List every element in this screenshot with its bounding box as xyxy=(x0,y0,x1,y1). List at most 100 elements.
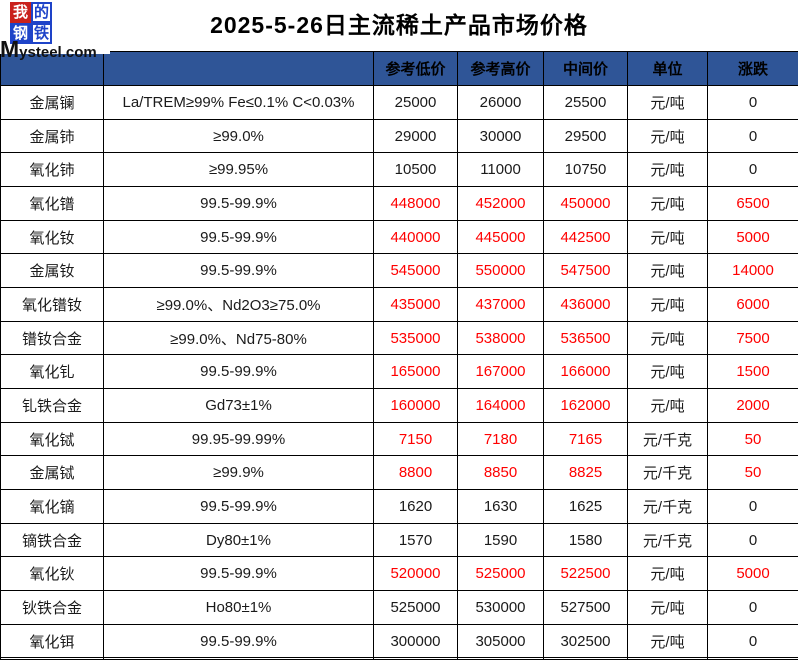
unit-cell: 元/吨 xyxy=(627,287,708,322)
product-name-cell: 氧化镝 xyxy=(0,489,104,524)
mid-price-cell: 7165 xyxy=(543,421,628,457)
product-name-cell: 氧化钆 xyxy=(0,354,104,390)
low-price-cell: 7150 xyxy=(373,421,458,457)
low-price-cell: 8800 xyxy=(373,455,458,491)
mid-price-cell: 162000 xyxy=(543,388,628,423)
unit-cell xyxy=(627,657,708,660)
column-header xyxy=(0,51,104,86)
column-header: 单位 xyxy=(627,51,708,86)
high-price-cell xyxy=(457,657,544,660)
product-name-cell: 氧化铽 xyxy=(0,421,104,457)
low-price-cell: 545000 xyxy=(373,253,458,289)
product-name-cell: 金属铽 xyxy=(0,455,104,491)
change-cell: 5000 xyxy=(707,556,798,592)
logo-character-grid: 我 的 钢 铁 xyxy=(10,2,52,44)
change-cell: 7500 xyxy=(707,320,798,356)
change-cell: 50 xyxy=(707,421,798,457)
spec-cell: ≥99.0%、Nd75-80% xyxy=(103,320,374,356)
product-name-cell: 氧化钕 xyxy=(0,219,104,255)
logo-char-de: 的 xyxy=(31,2,52,23)
mid-price-cell: 1580 xyxy=(543,522,628,558)
high-price-cell: 437000 xyxy=(457,287,544,322)
spec-cell: 99.5-99.9% xyxy=(103,253,374,289)
product-name-cell: 氧化镨钕 xyxy=(0,287,104,322)
mid-price-cell: 1625 xyxy=(543,489,628,524)
column-header: 涨跌 xyxy=(707,51,798,86)
spec-cell: ≥99.0% xyxy=(103,118,374,154)
table-row: 氧化铽 99.95-99.99% 7150 7180 7165 元/千克 50 xyxy=(0,421,798,457)
change-cell: 1500 xyxy=(707,354,798,390)
high-price-cell: 167000 xyxy=(457,354,544,390)
change-cell: 2000 xyxy=(707,388,798,423)
high-price-cell: 1630 xyxy=(457,489,544,524)
mid-price-cell: 436000 xyxy=(543,287,628,322)
unit-cell: 元/吨 xyxy=(627,219,708,255)
change-cell: 14000 xyxy=(707,253,798,289)
table-row: 金属镧 La/TREM≥99% Fe≤0.1% C<0.03% 25000 26000… xyxy=(0,85,798,120)
change-cell: 0 xyxy=(707,489,798,524)
mid-price-cell: 527500 xyxy=(543,590,628,625)
table-row: 氧化镨 99.5-99.9% 448000 452000 450000 元/吨 6500 xyxy=(0,186,798,221)
low-price-cell: 300000 xyxy=(373,623,458,659)
low-price-cell: 435000 xyxy=(373,287,458,322)
spec-cell: 99.5-99.9% xyxy=(103,354,374,390)
table-row: 氧化铒 99.5-99.9% 300000 305000 302500 元/吨 0 xyxy=(0,623,798,659)
unit-cell: 元/千克 xyxy=(627,522,708,558)
high-price-cell: 1590 xyxy=(457,522,544,558)
high-price-cell: 164000 xyxy=(457,388,544,423)
product-name-cell: 钬铁合金 xyxy=(0,590,104,625)
mid-price-cell: 547500 xyxy=(543,253,628,289)
table-row: 氧化铈 ≥99.95% 10500 11000 10750 元/吨 0 xyxy=(0,152,798,188)
mid-price-cell: 166000 xyxy=(543,354,628,390)
spec-cell: Ho80±1% xyxy=(103,590,374,625)
low-price-cell: 1570 xyxy=(373,522,458,558)
change-cell: 50 xyxy=(707,455,798,491)
table-row: 金属铈 ≥99.0% 29000 30000 29500 元/吨 0 xyxy=(0,118,798,154)
low-price-cell: 440000 xyxy=(373,219,458,255)
unit-cell: 元/千克 xyxy=(627,455,708,491)
change-cell: 6000 xyxy=(707,287,798,322)
logo-char-gang: 钢 xyxy=(10,23,31,44)
product-name-cell: 氧化铈 xyxy=(0,152,104,188)
spec-cell: Gd73±1% xyxy=(103,388,374,423)
table-row: 钬铁合金 Ho80±1% 525000 530000 527500 元/吨 0 xyxy=(0,590,798,625)
change-cell: 0 xyxy=(707,152,798,188)
high-price-cell: 30000 xyxy=(457,118,544,154)
product-name-cell: 镝铁合金 xyxy=(0,522,104,558)
low-price-cell: 29000 xyxy=(373,118,458,154)
low-price-cell xyxy=(373,657,458,660)
low-price-cell: 25000 xyxy=(373,85,458,120)
high-price-cell: 452000 xyxy=(457,186,544,221)
unit-cell: 元/千克 xyxy=(627,421,708,457)
high-price-cell: 550000 xyxy=(457,253,544,289)
table-row: 氧化钬 99.5-99.9% 520000 525000 522500 元/吨 5000 xyxy=(0,556,798,592)
unit-cell: 元/吨 xyxy=(627,590,708,625)
spec-cell xyxy=(103,657,374,660)
table-row: 氧化镝 99.5-99.9% 1620 1630 1625 元/千克 0 xyxy=(0,489,798,524)
unit-cell: 元/吨 xyxy=(627,85,708,120)
table-row: 氧化钕 99.5-99.9% 440000 445000 442500 元/吨 5000 xyxy=(0,219,798,255)
change-cell: 0 xyxy=(707,85,798,120)
spec-cell: ≥99.9% xyxy=(103,455,374,491)
low-price-cell: 165000 xyxy=(373,354,458,390)
table-row xyxy=(0,657,798,660)
low-price-cell: 10500 xyxy=(373,152,458,188)
low-price-cell: 525000 xyxy=(373,590,458,625)
column-header xyxy=(103,51,374,86)
product-name-cell: 氧化钬 xyxy=(0,556,104,592)
price-table-body: 金属镧 La/TREM≥99% Fe≤0.1% C<0.03% 25000 26000… xyxy=(0,85,798,660)
spec-cell: ≥99.0%、Nd2O3≥75.0% xyxy=(103,287,374,322)
price-table-header: 参考低价 参考高价 中间价 单位 涨跌 xyxy=(0,51,798,86)
change-cell: 0 xyxy=(707,522,798,558)
spec-cell: Dy80±1% xyxy=(103,522,374,558)
unit-cell: 元/吨 xyxy=(627,152,708,188)
product-name-cell: 金属铈 xyxy=(0,118,104,154)
product-name-cell: 氧化镨 xyxy=(0,186,104,221)
table-row: 镨钕合金 ≥99.0%、Nd75-80% 535000 538000 536500 元/吨… xyxy=(0,320,798,356)
high-price-cell: 26000 xyxy=(457,85,544,120)
header-row: 参考低价 参考高价 中间价 单位 涨跌 xyxy=(0,51,798,86)
unit-cell: 元/吨 xyxy=(627,253,708,289)
table-row: 金属铽 ≥99.9% 8800 8850 8825 元/千克 50 xyxy=(0,455,798,491)
change-cell: 0 xyxy=(707,590,798,625)
